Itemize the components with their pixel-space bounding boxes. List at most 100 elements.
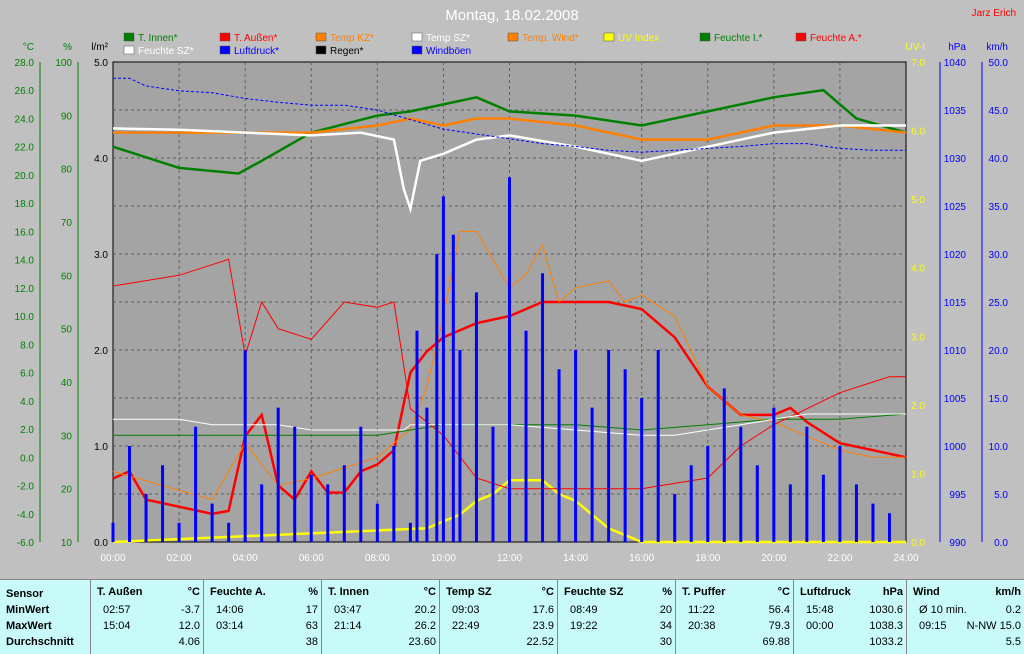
axis-tick-hum: 90	[61, 111, 73, 122]
column-unit: %	[662, 586, 672, 598]
axis-tick-temp: 4.0	[20, 397, 34, 408]
row-labels-column: Sensor MinWert MaxWert Durchschnitt	[0, 580, 90, 654]
axis-tick-wind: 50.0	[989, 58, 1009, 69]
x-tick-label: 22:00	[827, 553, 852, 564]
axis-tick-hum: 20	[61, 485, 73, 496]
axis-tick-hum: 100	[55, 58, 72, 69]
min-value: 56.4	[768, 604, 790, 616]
max-time: 19:22	[570, 620, 598, 632]
column-title: Wind	[913, 586, 940, 598]
min-value: 0.2	[1005, 604, 1021, 616]
series-line-9	[113, 77, 906, 153]
axis-tick-temp: -6.0	[17, 538, 35, 549]
avg-value: 38	[305, 636, 318, 648]
axis-tick-uv: 5.0	[911, 195, 925, 206]
column-unit: km/h	[995, 586, 1021, 598]
axis-tick-hum: 60	[61, 271, 73, 282]
legend-label: Feuchte SZ*	[138, 46, 194, 57]
axis-tick-wind: 5.0	[994, 490, 1008, 501]
x-axis: 00:00 02:00 04:00 06:00 08:00 10:00 12:00 14:00…	[100, 553, 918, 564]
avg-value: 1033.2	[869, 636, 903, 648]
legend-label: Regen*	[330, 46, 363, 57]
axis-tick-uv: 6.0	[911, 127, 925, 138]
max-time: 15:04	[103, 620, 131, 632]
legend-swatch	[603, 32, 615, 42]
avg-value: 30	[659, 636, 672, 648]
max-time: 09:15	[919, 620, 947, 632]
axis-tick-hum: 10	[61, 538, 73, 549]
max-time: 20:38	[688, 620, 716, 632]
axis-tick-wind: 0.0	[994, 538, 1008, 549]
axis-tick-wind: 35.0	[989, 202, 1009, 213]
max-value: 34	[659, 620, 672, 632]
max-value: 1038.3	[869, 620, 903, 632]
legend-label: UV Index	[618, 33, 659, 44]
x-tick-label: 00:00	[100, 553, 125, 564]
axis-tick-rain: 0.0	[94, 538, 108, 549]
min-value: 20.2	[414, 604, 436, 616]
legend-swatch	[315, 32, 327, 42]
axis-tick-rain: 4.0	[94, 154, 108, 165]
min-value: 1030.6	[869, 604, 903, 616]
stats-column: T. Puffer °C 11:22 56.4 20:38 79.3 69.88	[675, 580, 794, 654]
column-title: T. Puffer	[682, 586, 726, 598]
axis-tick-temp: 12.0	[15, 284, 35, 295]
min-time: 09:03	[452, 604, 480, 616]
avg-value: 22.52	[526, 636, 554, 648]
stats-column: T. Innen °C 03:47 20.2 21:14 26.2 23.60	[321, 580, 440, 654]
legend-swatch	[699, 32, 711, 42]
axis-tick-temp: 22.0	[15, 143, 35, 154]
legend-label: Temp KZ*	[330, 33, 374, 44]
axis-tick-press: 1005	[944, 394, 967, 405]
axis-unit-hum: %	[63, 42, 72, 53]
max-time: 00:00	[806, 620, 834, 632]
axis-unit-rain: l/m²	[91, 42, 108, 53]
axis-tick-hum: 40	[61, 378, 73, 389]
min-value: 17	[305, 604, 318, 616]
legend: T. Innen* T. Außen* Temp KZ* Temp SZ* Temp. …	[123, 32, 862, 57]
axis-tick-press: 1000	[944, 442, 967, 453]
series-group	[111, 77, 907, 544]
legend-label: Feuchte A.*	[810, 33, 862, 44]
axis-tick-rain: 5.0	[94, 58, 108, 69]
axis-tick-temp: 16.0	[15, 227, 35, 238]
x-tick-label: 06:00	[299, 553, 324, 564]
legend-swatch	[123, 32, 135, 42]
axis-tick-press: 1030	[944, 154, 967, 165]
max-time: 03:14	[216, 620, 244, 632]
x-tick-label: 10:00	[431, 553, 456, 564]
max-time: 22:49	[452, 620, 480, 632]
stats-column: T. Außen °C 02:57 -3.7 15:04 12.0 4.06	[90, 580, 204, 654]
max-value: 12.0	[178, 620, 200, 632]
min-time: 11:22	[688, 604, 715, 616]
axis-tick-press: 1025	[944, 202, 967, 213]
axis-tick-wind: 40.0	[989, 154, 1009, 165]
axis-tick-press: 1040	[944, 58, 967, 69]
stats-column: Wind km/h Ø 10 min. 0.2 09:15 N-NW 15.0 5.5	[906, 580, 1024, 654]
axis-tick-hum: 50	[61, 325, 73, 336]
column-title: Luftdruck	[800, 586, 851, 598]
column-title: Feuchte A.	[210, 586, 266, 598]
axis-tick-temp: 10.0	[15, 312, 35, 323]
series-line-3	[112, 124, 906, 214]
min-time: 08:49	[570, 604, 598, 616]
avg-value: 69.88	[762, 636, 790, 648]
max-value: 79.3	[768, 620, 790, 632]
column-title: T. Außen	[97, 586, 143, 598]
column-unit: %	[308, 586, 318, 598]
legend-label: T. Außen*	[234, 33, 277, 44]
axis-tick-uv: 4.0	[911, 264, 925, 275]
max-value: 63	[305, 620, 318, 632]
axis-tick-press: 995	[949, 490, 966, 501]
legend-label: Temp SZ*	[426, 33, 470, 44]
axis-tick-temp: 14.0	[15, 256, 35, 267]
axis-tick-wind: 30.0	[989, 250, 1009, 261]
axis-tick-uv: 0.0	[911, 538, 925, 549]
column-unit: °C	[541, 586, 554, 598]
axis-tick-rain: 3.0	[94, 250, 108, 261]
axis-tick-temp: 24.0	[15, 114, 35, 125]
legend-swatch	[315, 45, 327, 55]
legend-label: Temp. Wind*	[522, 33, 579, 44]
column-unit: °C	[187, 586, 200, 598]
